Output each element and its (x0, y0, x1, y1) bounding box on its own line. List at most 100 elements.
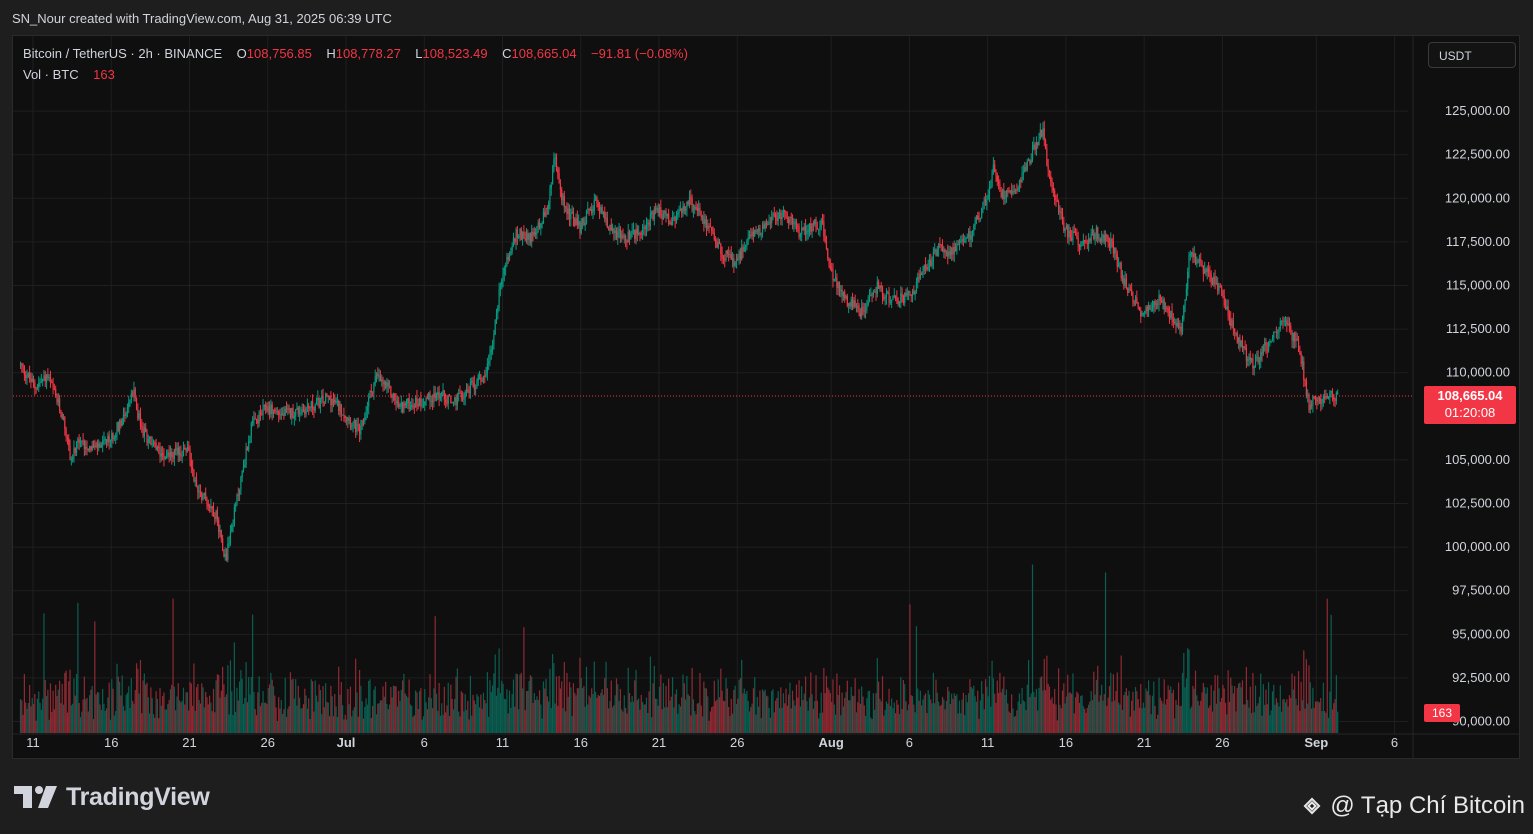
volume-bar (1146, 691, 1148, 733)
volume-bar (1258, 696, 1261, 733)
symbol-title[interactable]: Bitcoin / TetherUS · 2h · BINANCE (23, 46, 223, 61)
price-candles (19, 120, 1339, 563)
candlestick-chart[interactable]: 125,000.00122,500.00120,000.00117,500.00… (13, 36, 1519, 758)
candle-body (1097, 227, 1099, 240)
volume-bar (73, 678, 75, 733)
price-axis[interactable]: 125,000.00122,500.00120,000.00117,500.00… (1445, 103, 1510, 728)
volume-bar (353, 707, 355, 733)
volume-bar (177, 683, 179, 733)
candle-body (900, 293, 902, 304)
volume-bar (116, 663, 118, 733)
candle-body (576, 218, 578, 226)
candle-body (867, 301, 869, 305)
candle-body (362, 420, 365, 422)
volume-bar (386, 703, 388, 733)
candle-body (812, 223, 815, 225)
candle-body (314, 404, 316, 411)
candle-body (571, 211, 573, 214)
candle-body (791, 217, 794, 225)
volume-bar (1043, 658, 1045, 733)
candle-body (437, 392, 439, 395)
candle-body (1254, 356, 1257, 367)
candle-body (268, 406, 271, 415)
candle-body (438, 392, 440, 399)
candle-body (713, 232, 715, 240)
volume-bar (1022, 700, 1024, 733)
candle-body (844, 292, 846, 299)
volume-bar (649, 656, 651, 733)
volume-bar (382, 686, 384, 733)
volume-bar (358, 669, 361, 733)
candle-body (866, 304, 868, 310)
candle-body (709, 225, 711, 228)
date-tick-label: 6 (421, 735, 428, 750)
volume-bar (488, 716, 490, 733)
volume-bar (120, 695, 122, 733)
volume-bar (499, 693, 502, 733)
candle-body (490, 349, 492, 353)
candle-body (1125, 278, 1128, 288)
volume-bar (674, 694, 676, 733)
volume-bar (739, 678, 741, 733)
volume-bar (331, 696, 333, 733)
candle-body (752, 231, 755, 237)
candle-body (1187, 271, 1189, 289)
candle-body (673, 217, 675, 219)
candle-body (810, 223, 812, 232)
candle-body (894, 295, 897, 298)
volume-bar (1211, 711, 1214, 733)
volume-bar (138, 693, 140, 733)
time-axis[interactable]: 11 16 21 26 Jul 6 11 16 21 26 Aug 6 11 16 21 26 Sep 6 (26, 735, 1398, 750)
volume-bar (132, 700, 134, 733)
volume-bar (760, 718, 762, 733)
candle-body (27, 373, 29, 377)
volume-bar (682, 674, 684, 733)
volume-bar (730, 698, 732, 733)
candle-body (99, 443, 101, 448)
candle-body (1018, 180, 1021, 189)
candle-body (508, 255, 511, 260)
volume-bar (1090, 691, 1092, 733)
volume-bar (1055, 704, 1057, 733)
candle-body (1209, 272, 1211, 275)
volume-bar (685, 699, 687, 733)
volume-bar (885, 701, 888, 733)
candle-body (81, 440, 83, 442)
volume-bar (152, 714, 155, 733)
candle-body (1056, 200, 1058, 202)
candle-body (940, 244, 942, 246)
volume-bar (1300, 681, 1302, 733)
candle-body (197, 485, 199, 492)
candle-body (776, 218, 778, 221)
volume-bar (1188, 649, 1190, 733)
candle-body (263, 405, 265, 407)
volume-bar (467, 700, 469, 733)
candle-body (206, 500, 208, 505)
volume-bar (810, 672, 812, 733)
volume-bar (617, 684, 619, 733)
volume-bar (626, 713, 628, 733)
candle-body (1106, 234, 1108, 237)
candle-body (484, 375, 486, 377)
volume-bar (658, 686, 661, 733)
candle-body (837, 282, 839, 288)
currency-unit-button[interactable]: USDT (1428, 42, 1516, 68)
chart-panel[interactable]: 125,000.00 122,500.00 120,000.00 117,500.00… (12, 35, 1520, 759)
candle-body (881, 287, 884, 298)
volume-bar (1132, 691, 1134, 733)
volume-bar (841, 692, 843, 733)
volume-bar (699, 672, 701, 733)
volume-bar (1189, 708, 1191, 733)
candle-body (472, 381, 474, 384)
volume-bar (1234, 686, 1236, 733)
volume-bar (618, 700, 620, 733)
volume-bar (855, 712, 858, 733)
candle-body (39, 381, 41, 383)
candle-body (278, 411, 280, 415)
volume-bar (502, 683, 504, 733)
volume-bar (1237, 683, 1240, 733)
volume-bar (1334, 699, 1336, 733)
volume-title[interactable]: Vol · BTC (23, 67, 79, 82)
volume-bar (1136, 691, 1138, 733)
candle-body (1232, 320, 1234, 329)
